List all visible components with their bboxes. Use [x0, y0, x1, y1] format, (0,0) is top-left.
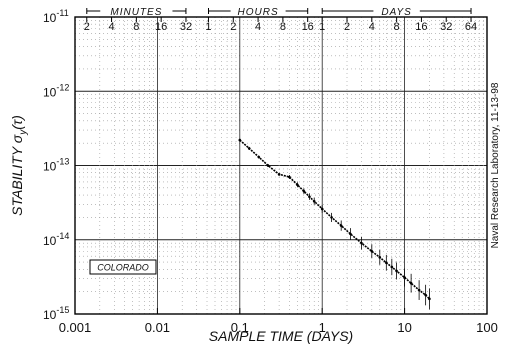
data-point — [349, 232, 352, 236]
side-note: Naval Research Laboratory, 11-13-98 — [490, 82, 501, 248]
data-point — [302, 189, 306, 193]
grid — [74, 16, 488, 315]
data-point — [378, 256, 382, 259]
legend: COLORADO — [89, 259, 157, 275]
data-point — [390, 265, 394, 269]
data-point — [370, 249, 374, 253]
top-tick-label: 16 — [155, 21, 167, 33]
x-tick-label: 0.001 — [59, 320, 92, 335]
data-point — [247, 147, 251, 150]
top-tick-label: 2 — [84, 21, 90, 33]
x-tick-label: 1 — [319, 320, 326, 335]
data-point — [308, 195, 311, 199]
data-point — [428, 297, 431, 301]
top-tick-label: 4 — [255, 21, 261, 33]
data-point — [360, 241, 363, 245]
data-point — [395, 269, 398, 273]
top-tick-label: 8 — [133, 21, 139, 33]
data-point — [257, 155, 261, 159]
top-group-label: HOURS — [238, 7, 279, 18]
data-point — [296, 183, 299, 187]
top-tick-label: 32 — [440, 21, 452, 33]
y-tick-label: 10-15 — [43, 305, 69, 322]
data-point — [312, 199, 316, 203]
top-tick-label: 16 — [415, 21, 427, 33]
y-axis-title-subscript: y — [18, 129, 29, 136]
data-point — [417, 288, 421, 292]
data-point — [403, 276, 406, 279]
y-axis-title-tail: (τ) — [9, 115, 25, 130]
x-axis-title: SAMPLE TIME (DAYS) — [209, 328, 353, 344]
x-tick-label: 0.01 — [145, 320, 170, 335]
y-tick-labels: 10-11 10-12 10-13 10-14 10-15 — [43, 8, 69, 322]
data-point — [339, 224, 343, 227]
x-tick-label: 100 — [476, 320, 498, 335]
top-tick-label: 64 — [465, 21, 477, 33]
y-tick-label: 10-14 — [43, 231, 69, 248]
data-point — [409, 281, 413, 285]
data-point — [320, 207, 324, 211]
data-point — [277, 173, 281, 176]
top-tick-label: 16 — [302, 21, 314, 33]
top-tick-label: 4 — [109, 21, 115, 33]
top-group-label: MINUTES — [110, 7, 162, 18]
top-tick-label: 1 — [319, 21, 325, 33]
top-tick-label: 32 — [180, 21, 192, 33]
top-tick-label: 1 — [205, 21, 211, 33]
top-tick-label: 4 — [369, 21, 375, 33]
legend-box — [89, 259, 157, 275]
plot-frame — [74, 16, 488, 315]
data-point — [330, 216, 333, 219]
y-tick-label: 10-12 — [43, 82, 69, 99]
y-axis-title: STABILITY σy(τ) — [9, 115, 29, 216]
top-tick-label: 2 — [230, 21, 236, 33]
top-time-axis: MINUTES HOURS DAYS 2 4 8 16 32 1 2 4 8 16 1 2 4 8 16 32 64 — [84, 7, 477, 33]
y-tick-label: 10-11 — [43, 8, 69, 25]
x-tick-label: 10 — [397, 320, 411, 335]
data-point — [385, 261, 388, 265]
y-axis-title-main: STABILITY σ — [9, 134, 25, 216]
top-tick-label: 2 — [344, 21, 350, 33]
data-series — [238, 138, 431, 310]
data-point — [266, 164, 270, 167]
series-line — [239, 139, 430, 300]
data-point — [288, 175, 291, 179]
data-point — [424, 293, 427, 297]
top-group-label: DAYS — [381, 7, 412, 18]
x-tick-label: 0.1 — [231, 320, 249, 335]
data-point — [238, 138, 242, 142]
top-tick-label: 8 — [394, 21, 400, 33]
x-tick-labels: 0.001 0.01 0.1 1 10 100 — [59, 308, 498, 335]
y-tick-label: 10-13 — [43, 157, 69, 174]
top-tick-label: 8 — [280, 21, 286, 33]
legend-label: COLORADO — [97, 263, 149, 273]
